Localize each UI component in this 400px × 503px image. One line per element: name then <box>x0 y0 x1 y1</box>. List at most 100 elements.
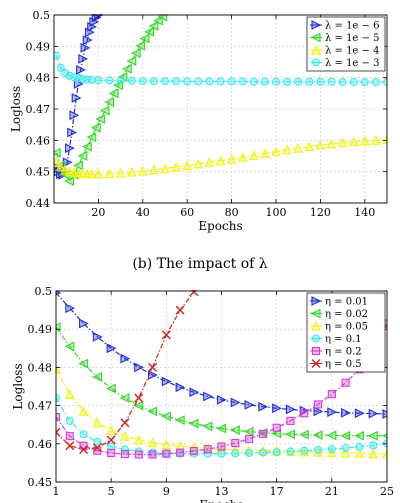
data-point <box>67 127 77 138</box>
x-tick-label: 100 <box>266 206 287 219</box>
data-point <box>79 445 89 455</box>
data-point <box>135 40 146 51</box>
x-tick-label: 21 <box>325 485 339 498</box>
data-point <box>76 64 86 75</box>
x-tick-label: 60 <box>180 206 194 219</box>
legend-label: η = 0.01 <box>325 297 368 308</box>
data-point <box>108 88 119 99</box>
data-point <box>189 290 199 297</box>
data-point <box>327 390 336 399</box>
data-point <box>65 303 76 314</box>
data-point <box>217 442 226 451</box>
data-point <box>300 446 309 455</box>
data-point <box>249 77 258 86</box>
data-point <box>285 429 296 440</box>
data-point <box>315 139 326 150</box>
data-point <box>79 318 89 329</box>
legend-label: η = 0.02 <box>325 309 368 320</box>
data-point <box>272 403 282 414</box>
data-point <box>326 138 337 149</box>
data-point <box>79 430 88 439</box>
ticks: 1 5 9 13 17 21 25 0.45 0.46 0.47 0.48 0.49 0.5 <box>28 285 395 498</box>
data-point <box>82 141 92 152</box>
data-point <box>94 76 103 85</box>
data-point <box>371 135 381 145</box>
data-point <box>204 157 215 167</box>
data-point <box>283 77 292 86</box>
y-tick-label: 0.49 <box>26 40 51 53</box>
x-tick-label: 9 <box>163 485 170 498</box>
y-tick-label: 0.45 <box>28 476 53 489</box>
data-point <box>116 76 125 85</box>
data-point <box>175 305 185 315</box>
legend-label: η = 0.1 <box>325 334 362 345</box>
y-tick-label: 0.5 <box>35 285 53 298</box>
data-point <box>368 448 379 459</box>
data-point <box>64 176 75 186</box>
data-point <box>327 77 336 86</box>
data-point <box>64 341 75 352</box>
data-point <box>56 413 61 422</box>
data-point <box>92 443 102 453</box>
series-6 <box>56 290 199 455</box>
data-point <box>73 160 83 171</box>
data-point <box>286 416 295 425</box>
data-point <box>337 137 348 148</box>
data-point <box>120 445 130 454</box>
data-point <box>56 427 61 437</box>
series-2 <box>56 322 387 441</box>
y-tick-label: 0.5 <box>33 9 51 22</box>
data-point <box>153 15 163 26</box>
data-point <box>326 430 337 441</box>
data-point <box>138 77 147 86</box>
data-point <box>341 443 350 453</box>
data-point <box>134 362 144 373</box>
data-point <box>205 77 214 86</box>
data-point <box>79 441 88 450</box>
data-point <box>238 77 247 86</box>
data-point <box>203 449 212 458</box>
data-point <box>193 158 204 169</box>
x-tick-label: 5 <box>108 485 115 498</box>
data-point <box>231 449 240 458</box>
data-point <box>107 448 116 458</box>
data-point <box>133 434 144 445</box>
data-point <box>245 448 254 458</box>
data-point <box>271 77 281 86</box>
data-point <box>161 411 171 422</box>
data-point <box>189 447 198 456</box>
data-point <box>65 441 75 451</box>
data-point <box>104 97 115 107</box>
data-point <box>313 406 324 417</box>
data-point <box>69 110 80 121</box>
data-point <box>127 76 136 85</box>
data-point <box>258 429 267 438</box>
data-point <box>161 330 171 340</box>
x-tick-label: 25 <box>380 485 394 498</box>
data-point <box>338 78 347 87</box>
data-point <box>272 448 281 457</box>
legend-label: η = 0.2 <box>325 347 362 358</box>
data-point <box>316 77 325 86</box>
data-point <box>61 68 70 78</box>
data-point <box>161 376 172 387</box>
data-point <box>93 168 104 179</box>
legend: λ = 1e − 6λ = 1e − 5 λ = 1e − 4λ = 1e − 3 <box>306 16 386 72</box>
data-point <box>54 51 61 60</box>
x-tick-label: 140 <box>354 206 375 219</box>
series-3 <box>54 134 387 179</box>
data-point <box>134 393 144 403</box>
data-point <box>216 394 227 405</box>
data-point <box>341 407 351 418</box>
x-tick-label: 17 <box>270 485 284 498</box>
series-2 <box>54 14 168 186</box>
legend-marker <box>311 320 321 331</box>
data-point <box>369 441 378 450</box>
data-point <box>341 378 350 387</box>
data-point <box>80 43 91 53</box>
data-point <box>148 450 157 459</box>
y-tick-label: 0.46 <box>26 134 51 147</box>
data-point <box>260 77 269 86</box>
data-point <box>105 76 114 85</box>
